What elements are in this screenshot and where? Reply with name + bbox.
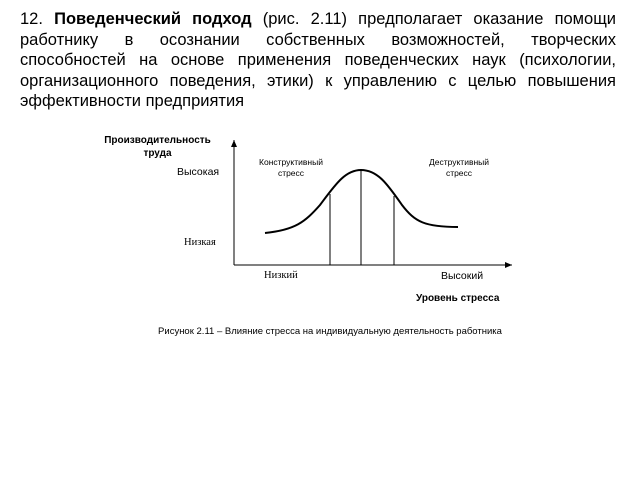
zone-left-label: Конструктивный стресс — [259, 157, 323, 178]
x-low-label: Низкий — [264, 270, 298, 281]
caption: Рисунок 2.11 – Влияние стресса на индиви… — [158, 326, 502, 337]
paragraph: 12. Поведенческий подход (рис. 2.11) пре… — [20, 9, 616, 112]
x-high-label: Высокий — [441, 270, 484, 282]
y-low-label: Низкая — [184, 237, 216, 248]
zone-right-label: Деструктивный стресс — [428, 157, 490, 178]
y-axis-title: Производительность труда — [104, 135, 211, 159]
x-axis-title: Уровень стресса — [416, 293, 500, 304]
paragraph-text: (рис. 2.11) предполагает оказание помощи… — [20, 10, 616, 110]
term: Поведенческий подход — [54, 10, 252, 28]
item-number: 12. — [20, 10, 43, 28]
y-high-label: Высокая — [177, 166, 220, 178]
